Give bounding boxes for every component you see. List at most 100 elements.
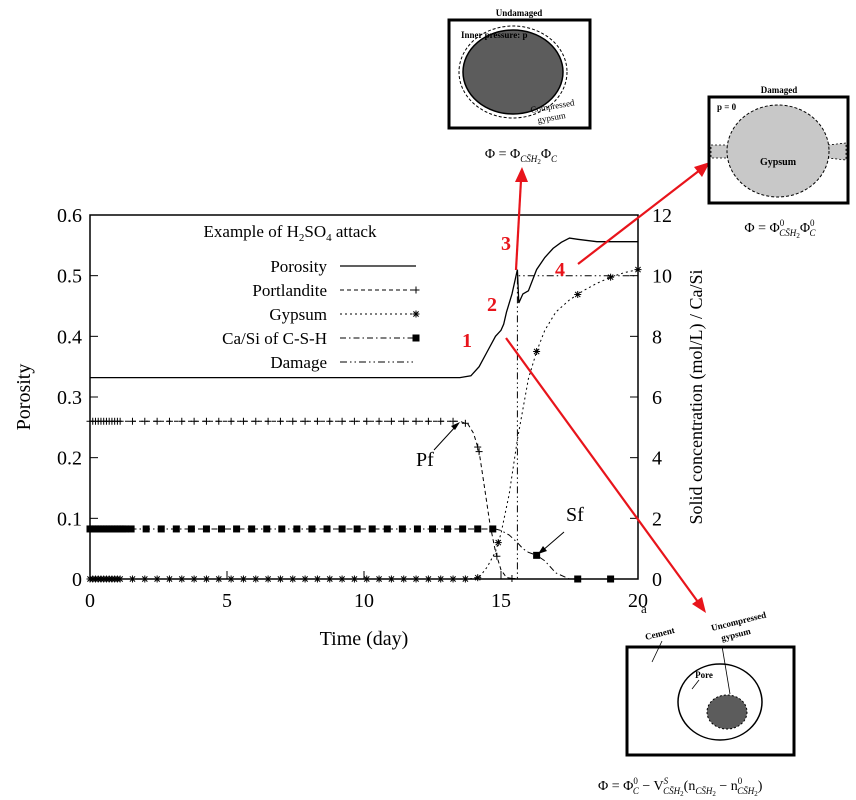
series-marker-portlandite xyxy=(276,417,284,425)
x-ticks: 0 5 10 15 20 xyxy=(85,571,648,612)
series-marker-portlandite xyxy=(116,417,124,425)
series-marker-portlandite xyxy=(375,417,383,425)
y-left-tick-label: 0.1 xyxy=(57,508,82,530)
series-marker-portlandite xyxy=(128,417,136,425)
series-marker-portlandite xyxy=(252,417,260,425)
annotation-pf-label: Pf xyxy=(416,449,434,471)
series-marker-gypsum xyxy=(449,575,457,583)
series-marker-ca-si-of-c-s-h xyxy=(233,525,241,533)
series-line-damage xyxy=(90,275,638,580)
series-marker-portlandite xyxy=(289,417,297,425)
series-marker-gypsum xyxy=(461,575,469,583)
stage-label-4: 4 xyxy=(555,259,565,281)
stage-label-1: 1 xyxy=(462,330,472,352)
cement-label: Cement xyxy=(644,625,676,642)
series-marker-gypsum xyxy=(178,575,186,583)
damaged-inner-label: Gypsum xyxy=(760,157,797,168)
arrow-to-damaged xyxy=(577,162,710,265)
x-tick-label: 20 xyxy=(628,590,648,612)
series-marker-gypsum xyxy=(350,575,358,583)
undamaged-title: Undamaged xyxy=(496,8,543,18)
annotation-sf: Sf xyxy=(538,504,584,554)
legend-label-ca-si-of-c-s-h: Ca/Si of C-S-H xyxy=(222,329,327,348)
series-marker-gypsum xyxy=(239,575,247,583)
legend-marker-portlandite xyxy=(412,286,420,294)
y-axis-left-label: Porosity xyxy=(13,364,35,431)
undamaged-formula: Φ = ΦCS̄H2ΦC xyxy=(485,147,558,166)
series-marker-gypsum xyxy=(424,575,432,583)
series-marker-gypsum xyxy=(363,575,371,583)
series-marker-ca-si-of-c-s-h xyxy=(533,551,541,559)
y-left-tick-label: 0.3 xyxy=(57,387,82,409)
series-marker-portlandite xyxy=(227,417,235,425)
series-marker-portlandite xyxy=(313,417,321,425)
series-marker-ca-si-of-c-s-h xyxy=(368,525,376,533)
pore-label: Pore xyxy=(695,670,713,680)
series-marker-ca-si-of-c-s-h xyxy=(142,525,150,533)
diagram-sulfate: a Cement Uncompressed gypsum Pore Φ = Φ0… xyxy=(598,601,796,798)
y-right-tick-label: 4 xyxy=(652,448,662,470)
y-axis-right-label: Solid concentration (mol/L) / Ca/Si xyxy=(686,270,707,525)
annotation-sf-label: Sf xyxy=(566,504,584,526)
series-marker-gypsum xyxy=(375,575,383,583)
series-marker-ca-si-of-c-s-h xyxy=(353,525,361,533)
series-marker-portlandite xyxy=(461,419,469,427)
series-layer xyxy=(90,237,639,580)
series-marker-ca-si-of-c-s-h xyxy=(429,525,436,533)
y-left-tick-label: 0.6 xyxy=(57,205,82,227)
series-marker-gypsum xyxy=(533,348,541,355)
left-ticks: 0 0.1 0.2 0.3 0.4 0.5 0.6 xyxy=(57,205,98,591)
series-marker-ca-si-of-c-s-h xyxy=(127,525,135,533)
series-marker-gypsum xyxy=(264,575,272,583)
marker-layer xyxy=(86,266,642,583)
diagram-undamaged: Undamaged Inner pressure: p Compressed g… xyxy=(447,8,592,166)
series-line-portlandite xyxy=(90,420,638,580)
damaged-formula: Φ = Φ0 CS̄H2Φ0 C xyxy=(744,218,816,240)
series-marker-gypsum xyxy=(128,575,136,583)
series-marker-gypsum xyxy=(326,575,334,583)
y-right-tick-label: 2 xyxy=(652,508,662,530)
series-marker-ca-si-of-c-s-h xyxy=(202,525,210,533)
series-marker-gypsum xyxy=(313,575,321,583)
damaged-title: Damaged xyxy=(761,85,798,95)
series-marker-portlandite xyxy=(264,417,272,425)
y-right-tick-label: 10 xyxy=(652,266,672,288)
series-marker-portlandite xyxy=(424,417,432,425)
series-marker-ca-si-of-c-s-h xyxy=(323,525,331,533)
series-marker-gypsum xyxy=(215,575,223,583)
series-marker-ca-si-of-c-s-h xyxy=(218,525,226,533)
series-marker-gypsum xyxy=(574,290,582,298)
legend-label-gypsum: Gypsum xyxy=(269,305,327,324)
series-line-porosity xyxy=(90,237,638,379)
series-marker-portlandite xyxy=(400,417,408,425)
series-marker-ca-si-of-c-s-h xyxy=(122,525,130,533)
x-tick-label: 0 xyxy=(85,590,95,612)
series-marker-portlandite xyxy=(508,574,516,582)
stage-label-3: 3 xyxy=(501,233,511,255)
series-marker-gypsum xyxy=(289,575,297,583)
series-marker-ca-si-of-c-s-h xyxy=(278,525,286,533)
series-marker-ca-si-of-c-s-h xyxy=(187,525,195,533)
series-marker-ca-si-of-c-s-h xyxy=(248,525,256,533)
legend: Example of H2SO4 attack Porosity Portland… xyxy=(204,222,420,372)
sulfate-formula: Φ = Φ0 C − VS CS̄H2(nCS̄H2 − n0 CS̄H2) xyxy=(598,776,763,798)
series-marker-portlandite xyxy=(326,417,334,425)
x-tick-label: 15 xyxy=(491,590,511,612)
series-marker-ca-si-of-c-s-h xyxy=(263,525,271,533)
damaged-p-label: p = 0 xyxy=(717,102,737,112)
y-right-tick-label: 8 xyxy=(652,326,662,348)
series-marker-gypsum xyxy=(400,575,408,583)
series-marker-portlandite xyxy=(301,417,309,425)
series-marker-gypsum xyxy=(607,273,615,281)
x-tick-label: 5 xyxy=(222,590,232,612)
series-marker-portlandite xyxy=(449,417,457,425)
series-marker-portlandite xyxy=(215,417,223,425)
series-marker-gypsum xyxy=(227,575,235,583)
legend-marker-gypsum xyxy=(412,310,420,318)
series-marker-portlandite xyxy=(202,417,210,425)
series-marker-ca-si-of-c-s-h xyxy=(489,525,497,533)
undamaged-inner-label: Inner pressure: p xyxy=(461,30,528,40)
series-marker-portlandite xyxy=(387,417,395,425)
series-marker-portlandite xyxy=(338,417,346,425)
